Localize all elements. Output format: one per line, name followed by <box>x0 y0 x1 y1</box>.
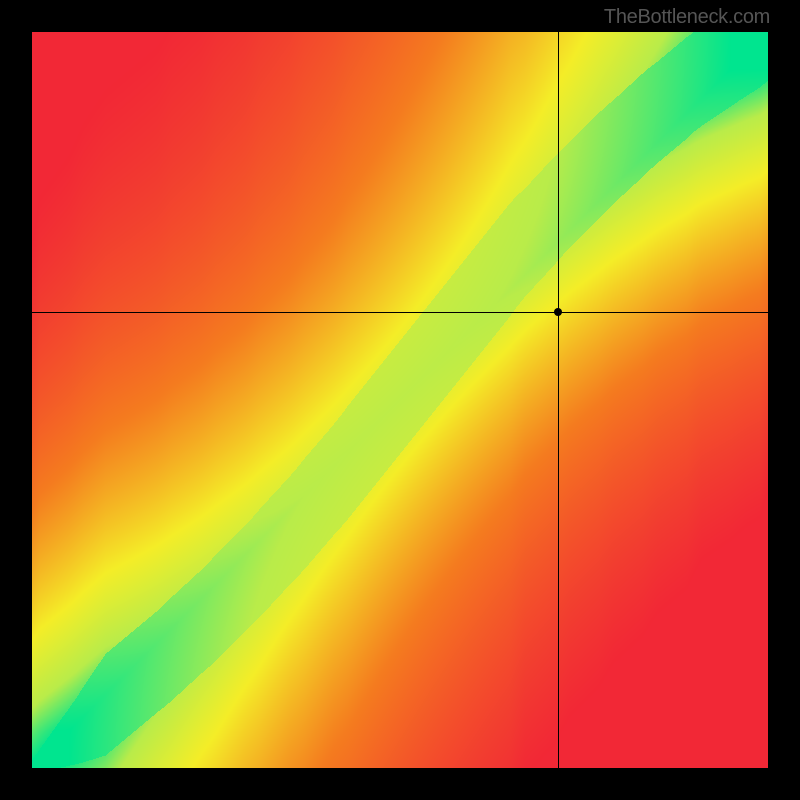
crosshair-horizontal-line <box>32 312 768 313</box>
heatmap-canvas <box>32 32 768 768</box>
heatmap-plot-area <box>32 32 768 768</box>
crosshair-marker-dot <box>554 308 562 316</box>
crosshair-vertical-line <box>558 32 559 768</box>
chart-container: TheBottleneck.com <box>0 0 800 800</box>
watermark-text: TheBottleneck.com <box>604 6 770 29</box>
